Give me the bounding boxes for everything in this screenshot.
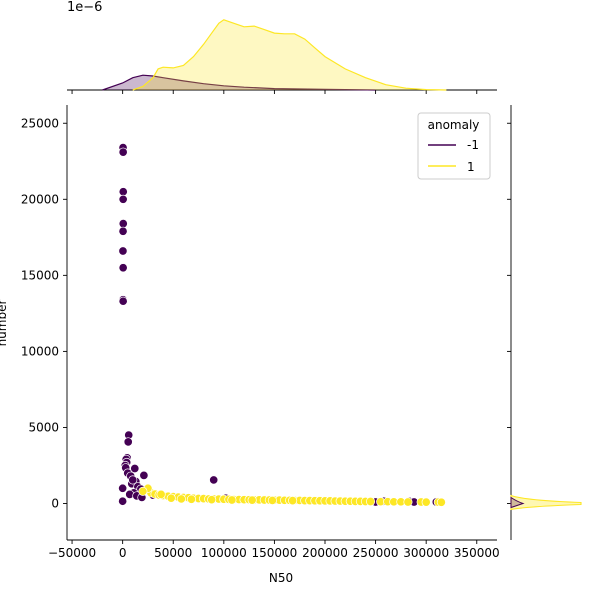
scatter-point-normal bbox=[156, 489, 166, 499]
scatter-point-normal bbox=[365, 496, 376, 507]
scatter-points bbox=[118, 143, 446, 507]
scatter-point-normal bbox=[186, 494, 196, 504]
scatter-point-anomaly bbox=[139, 470, 149, 480]
scatter-point-anomaly bbox=[209, 475, 219, 485]
scatter-point-anomaly bbox=[118, 219, 128, 229]
right-density-anomaly bbox=[510, 496, 525, 509]
x-tick-label: 0 bbox=[119, 546, 127, 560]
y-tick-label: 20000 bbox=[21, 192, 59, 206]
legend-label-minus1: -1 bbox=[467, 138, 479, 152]
main-axes: −50000 0 50000 100000 150000 200000 250000 3000… bbox=[21, 105, 500, 560]
y-tick-label: 25000 bbox=[21, 116, 59, 130]
scatter-point-normal bbox=[247, 495, 257, 505]
scatter-point-normal bbox=[288, 496, 298, 506]
scatter-point-anomaly bbox=[128, 475, 138, 485]
legend-title: anomaly bbox=[428, 118, 480, 132]
x-tick-label: −50000 bbox=[48, 546, 96, 560]
scatter-point-normal bbox=[436, 497, 446, 507]
scatter-point-anomaly bbox=[118, 147, 128, 157]
top-marginal-density bbox=[67, 19, 497, 94]
x-tick-label: 300000 bbox=[403, 546, 449, 560]
y-tick-label: 15000 bbox=[21, 268, 59, 282]
scatter-point-normal bbox=[207, 495, 217, 505]
y-tick-label: 0 bbox=[51, 496, 59, 510]
x-axis-label: N50 bbox=[269, 571, 293, 585]
scatter-point-normal bbox=[403, 497, 413, 507]
scatter-point-anomaly bbox=[123, 437, 133, 447]
scatter-point-anomaly bbox=[118, 194, 128, 204]
y-tick-label: 5000 bbox=[28, 420, 59, 434]
legend-label-1: 1 bbox=[467, 160, 475, 174]
density-line-anomaly bbox=[102, 74, 376, 91]
scatter-point-anomaly bbox=[130, 463, 140, 474]
top-density-offset-label: 1e−6 bbox=[67, 0, 102, 15]
x-tick-label: 100000 bbox=[201, 546, 247, 560]
scatter-point-anomaly bbox=[118, 263, 128, 273]
scatter-point-anomaly bbox=[118, 483, 128, 493]
density-fill-normal bbox=[132, 19, 447, 90]
x-tick-label: 150000 bbox=[252, 546, 298, 560]
scatter-point-normal bbox=[176, 494, 186, 504]
x-tick-label: 350000 bbox=[454, 546, 500, 560]
legend: anomaly -1 1 bbox=[417, 112, 491, 180]
x-tick-label: 250000 bbox=[353, 546, 399, 560]
right-density-normal bbox=[510, 494, 582, 511]
scatter-point-normal bbox=[138, 486, 148, 496]
scatter-point-anomaly bbox=[118, 187, 128, 197]
legend-box bbox=[417, 112, 491, 180]
scatter-point-anomaly bbox=[118, 226, 128, 236]
x-tick-label: 200000 bbox=[302, 546, 348, 560]
scatter-point-anomaly bbox=[118, 296, 128, 306]
scatter-point-normal bbox=[421, 497, 431, 507]
scatter-point-normal bbox=[227, 495, 237, 505]
right-marginal-density bbox=[507, 105, 582, 540]
scatter-point-anomaly bbox=[118, 496, 128, 506]
density-line-normal bbox=[132, 19, 447, 91]
y-tick-label: 10000 bbox=[21, 344, 59, 358]
scatter-point-normal bbox=[267, 495, 277, 506]
scatter-point-normal bbox=[166, 493, 176, 503]
scatter-point-anomaly bbox=[118, 246, 128, 256]
y-axis-label: number bbox=[0, 300, 9, 347]
x-tick-label: 50000 bbox=[154, 546, 192, 560]
